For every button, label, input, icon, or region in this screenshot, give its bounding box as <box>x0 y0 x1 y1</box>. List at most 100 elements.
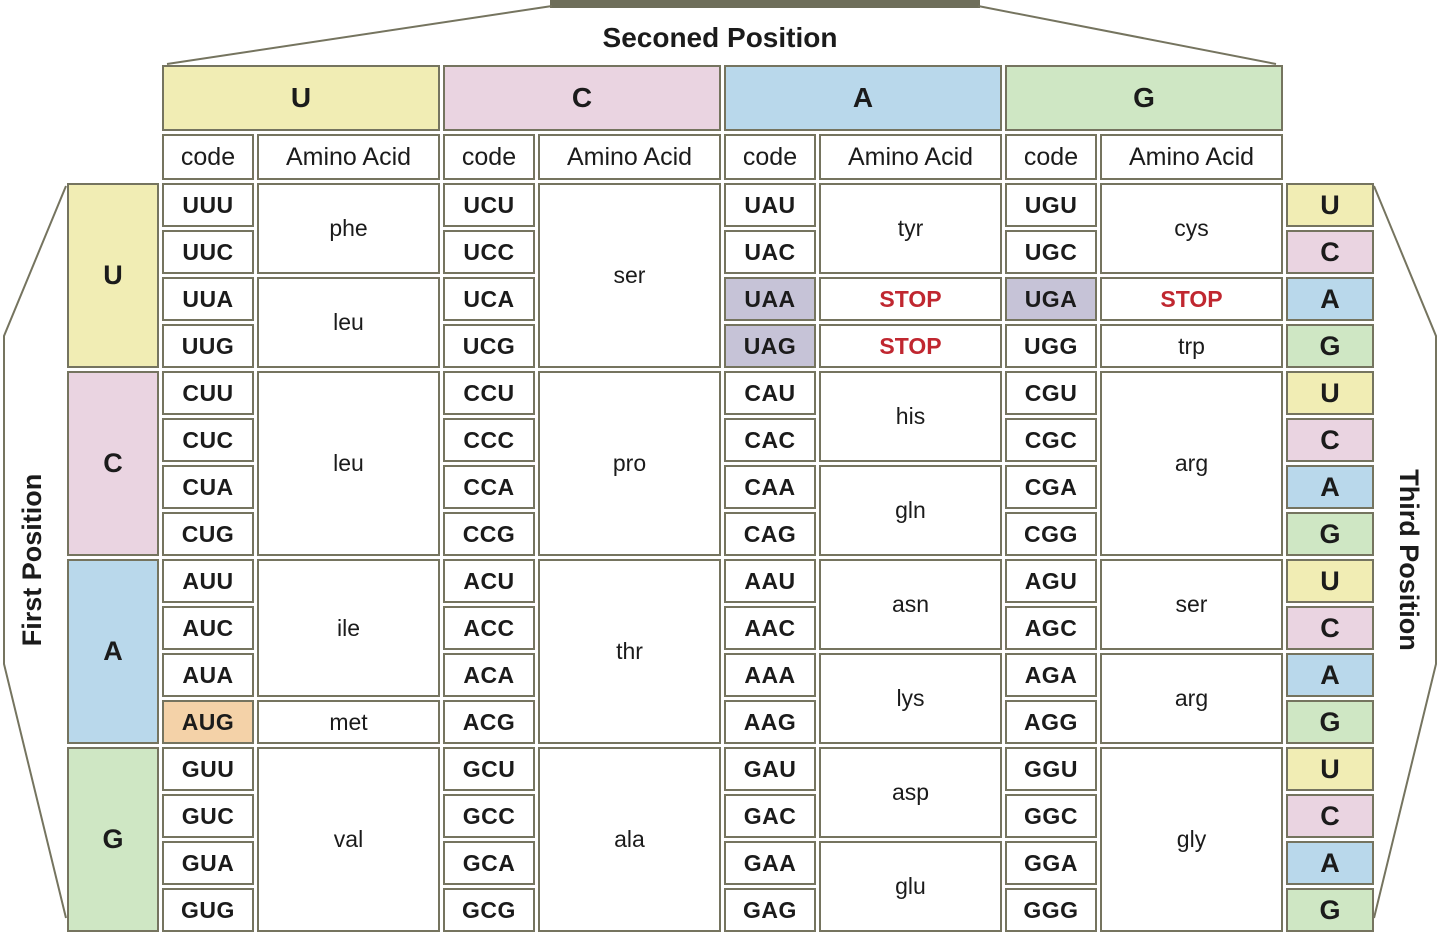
codon-cell: AAG <box>724 700 816 744</box>
codon-cell: AGA <box>1005 653 1097 697</box>
amino-acid-header-cell: Amino Acid <box>538 134 721 180</box>
codon-cell: CCU <box>443 371 535 415</box>
codon-row: AUG met ACG AAG AGG G <box>67 700 1374 744</box>
codon-row: CUA CCA CAA gln CGA A <box>67 465 1374 556</box>
codon-cell: CGC <box>1005 418 1097 462</box>
codon-cell: ACU <box>443 559 535 603</box>
codon-row: AUC ACC AAC AGC C <box>67 606 1374 650</box>
codon-cell: GGC <box>1005 794 1097 838</box>
amino-acid-header-cell: Amino Acid <box>257 134 440 180</box>
amino-acid-cell: STOP <box>1100 277 1283 321</box>
codon-cell: CAC <box>724 418 816 462</box>
funnel-left-line <box>166 5 553 65</box>
second-position-base-header: C <box>443 65 721 131</box>
codon-cell: AGU <box>1005 559 1097 603</box>
header-corner-right-blank <box>1286 65 1374 131</box>
codon-cell: GAG <box>724 888 816 932</box>
subheader-corner-left-blank <box>67 134 159 180</box>
codon-cell: UAA <box>724 277 816 321</box>
amino-acid-cell: val <box>257 747 440 932</box>
first-position-base-cell: U <box>67 183 159 368</box>
amino-acid-cell: STOP <box>819 277 1002 321</box>
codon-cell: GAC <box>724 794 816 838</box>
amino-acid-cell: lys <box>819 653 1002 744</box>
amino-acid-cell: ser <box>1100 559 1283 650</box>
amino-acid-cell: cys <box>1100 183 1283 274</box>
third-position-base-cell: C <box>1286 418 1374 462</box>
codon-cell: UUG <box>162 324 254 368</box>
codon-cell: UCG <box>443 324 535 368</box>
first-position-base-cell: G <box>67 747 159 932</box>
codon-cell: AUA <box>162 653 254 697</box>
codon-cell: ACA <box>443 653 535 697</box>
codon-cell: UGU <box>1005 183 1097 227</box>
codon-cell: GCU <box>443 747 535 791</box>
codon-cell: CGG <box>1005 512 1097 556</box>
codon-row: AUA ACA AAA lys AGA arg A <box>67 653 1374 744</box>
amino-acid-cell: STOP <box>819 324 1002 368</box>
third-position-base-cell: A <box>1286 465 1374 509</box>
codon-cell: UAU <box>724 183 816 227</box>
codon-cell: CCA <box>443 465 535 509</box>
codon-cell: UGA <box>1005 277 1097 321</box>
codon-cell: UCA <box>443 277 535 321</box>
codon-cell: UUC <box>162 230 254 274</box>
codon-cell: GCG <box>443 888 535 932</box>
codon-row: UUA leu UCA UAA STOP UGA STOP A <box>67 277 1374 368</box>
codon-cell: ACC <box>443 606 535 650</box>
second-position-base-header: G <box>1005 65 1283 131</box>
codon-cell: AAU <box>724 559 816 603</box>
subheader-corner-right-blank <box>1286 134 1374 180</box>
codon-cell: CGA <box>1005 465 1097 509</box>
codon-cell: GCC <box>443 794 535 838</box>
amino-acid-header-cell: Amino Acid <box>1100 134 1283 180</box>
amino-acid-cell: tyr <box>819 183 1002 274</box>
codon-cell: CUA <box>162 465 254 509</box>
third-position-base-cell: G <box>1286 700 1374 744</box>
codon-cell: CAG <box>724 512 816 556</box>
second-position-label: Seconed Position <box>602 22 838 53</box>
amino-acid-cell: pro <box>538 371 721 556</box>
code-header-cell: code <box>724 134 816 180</box>
codon-cell: GGG <box>1005 888 1097 932</box>
third-position-base-cell: G <box>1286 324 1374 368</box>
third-position-base-cell: U <box>1286 371 1374 415</box>
codon-cell: GAU <box>724 747 816 791</box>
codon-cell: CGU <box>1005 371 1097 415</box>
third-position-base-cell: A <box>1286 653 1374 697</box>
codon-cell: UUU <box>162 183 254 227</box>
third-position-base-cell: U <box>1286 559 1374 603</box>
codon-cell: ACG <box>443 700 535 744</box>
amino-acid-cell: met <box>257 700 440 744</box>
third-position-base-cell: G <box>1286 512 1374 556</box>
amino-acid-cell: gly <box>1100 747 1283 932</box>
codon-row: CUG CCG CAG CGG G <box>67 512 1374 556</box>
codon-cell: CCC <box>443 418 535 462</box>
codon-row: GUG GCG GAG GGG G <box>67 888 1374 932</box>
amino-acid-cell: trp <box>1100 324 1283 368</box>
amino-acid-cell: gln <box>819 465 1002 556</box>
third-position-base-cell: A <box>1286 841 1374 885</box>
amino-acid-cell: asp <box>819 747 1002 838</box>
second-position-base-header: U <box>162 65 440 131</box>
codon-row: GUC GCC GAC GGC C <box>67 794 1374 838</box>
amino-acid-cell: his <box>819 371 1002 462</box>
codon-cell: AAC <box>724 606 816 650</box>
codon-cell: GAA <box>724 841 816 885</box>
amino-acid-cell: ser <box>538 183 721 368</box>
codon-cell: AGG <box>1005 700 1097 744</box>
codon-cell: CUU <box>162 371 254 415</box>
codon-cell: UUA <box>162 277 254 321</box>
third-position-base-cell: U <box>1286 747 1374 791</box>
codon-cell: GUC <box>162 794 254 838</box>
codon-cell: UCU <box>443 183 535 227</box>
amino-acid-cell: arg <box>1100 653 1283 744</box>
funnel-right-line <box>977 5 1277 65</box>
amino-acid-cell: ala <box>538 747 721 932</box>
third-position-base-cell: A <box>1286 277 1374 321</box>
codon-row: G GUU val GCU ala GAU asp GGU gly U <box>67 747 1374 932</box>
third-position-base-cell: G <box>1286 888 1374 932</box>
third-position-base-cell: U <box>1286 183 1374 227</box>
